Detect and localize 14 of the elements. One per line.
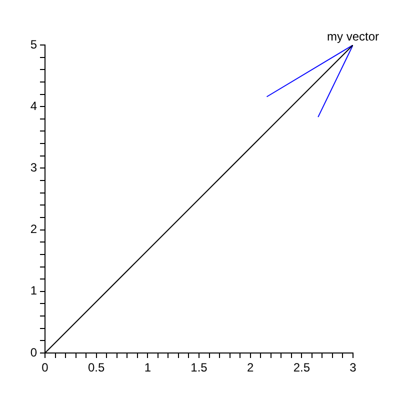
x-tick-label: 1.5 bbox=[190, 360, 208, 375]
y-tick-label: 2 bbox=[30, 222, 38, 236]
y-tick-label: 0 bbox=[30, 345, 38, 360]
x-tick-label: 0.5 bbox=[88, 360, 105, 375]
x-tick-label: 2 bbox=[246, 360, 254, 375]
y-tick-label: 3 bbox=[30, 160, 38, 175]
x-tick-label: 1 bbox=[144, 360, 152, 375]
x-tick-label: 0 bbox=[42, 360, 49, 375]
y-tick-label: 5 bbox=[30, 37, 38, 52]
x-tick-label: 2.5 bbox=[293, 360, 310, 375]
y-tick-label: 1 bbox=[30, 284, 38, 298]
x-tick-label: 3 bbox=[350, 360, 357, 375]
annotation: my vector bbox=[326, 29, 380, 44]
y-tick-label: 4 bbox=[30, 98, 38, 113]
